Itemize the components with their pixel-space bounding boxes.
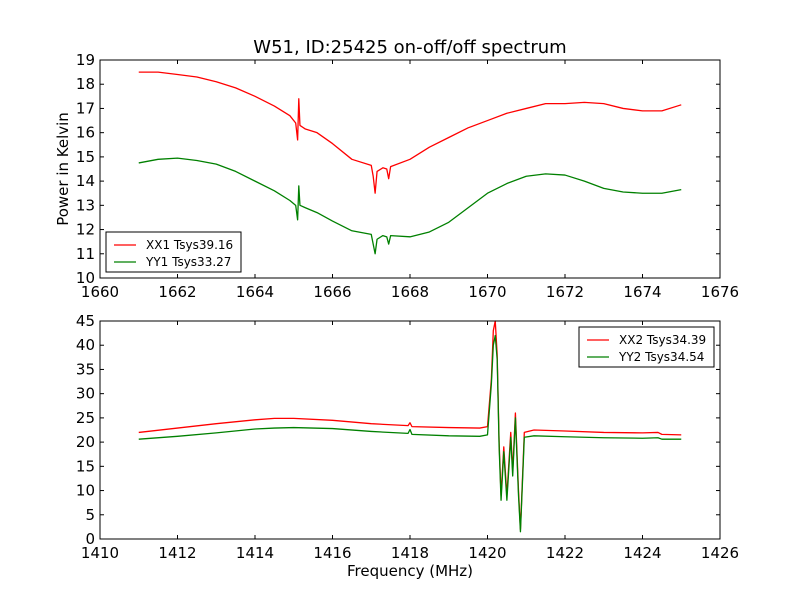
- bottom-plot-area: 1410 1412 1414 1416 1418 1420 1422 1424 1426 0 5 10…: [76, 312, 739, 562]
- x-tick-label: 1414: [236, 544, 274, 562]
- x-tick-label: 1422: [546, 544, 584, 562]
- legend-label: YY2 Tsys34.54: [618, 350, 704, 364]
- y-tick-label: 18: [76, 75, 95, 93]
- y-tick-label: 17: [76, 99, 95, 117]
- series-line-2: [138, 334, 682, 533]
- x-tick-label: 1416: [313, 544, 351, 562]
- top-legend: XX1 Tsys39.16 YY1 Tsys33.27: [105, 231, 242, 273]
- top-chart: W51, ID:25425 on-off/off spectrum Power …: [54, 37, 739, 301]
- bottom-legend: XX2 Tsys34.39 YY2 Tsys34.54: [578, 326, 715, 368]
- x-tick-label: 1426: [701, 544, 739, 562]
- x-tick-label: 1668: [391, 283, 429, 301]
- y-tick-label: 15: [76, 148, 95, 166]
- y-tick-label: 11: [76, 245, 95, 263]
- legend-label: XX1 Tsys39.16: [146, 238, 233, 252]
- y-tick-label: 19: [76, 51, 95, 69]
- x-tick-label: 1676: [701, 283, 739, 301]
- y-tick-label: 5: [85, 506, 95, 524]
- bottom-chart: Frequency (MHz) 1410 1412 1414 1416 1418 1420…: [76, 312, 739, 580]
- y-tick-label: 12: [76, 221, 95, 239]
- chart-title: W51, ID:25425 on-off/off spectrum: [253, 37, 566, 58]
- y-tick-label: 13: [76, 196, 95, 214]
- series-line-1: [138, 71, 682, 194]
- y-tick-label: 14: [76, 172, 95, 190]
- y-tick-label: 0: [85, 530, 95, 548]
- y-tick-label: 15: [76, 457, 95, 475]
- x-tick-label: 1420: [468, 544, 506, 562]
- y-axis-label: Power in Kelvin: [54, 112, 72, 226]
- y-tick-label: 35: [76, 360, 95, 378]
- x-tick-label: 1664: [236, 283, 274, 301]
- y-tick-label: 10: [76, 269, 95, 287]
- x-tick-label: 1424: [623, 544, 661, 562]
- x-tick-label: 1412: [158, 544, 196, 562]
- x-tick-label: 1670: [468, 283, 506, 301]
- top-plot-area: 1660 1662 1664 1666 1668 1670 1672 1674 1676 10 11…: [76, 51, 739, 301]
- x-axis-label: Frequency (MHz): [347, 562, 473, 580]
- legend-box: [578, 326, 715, 368]
- legend-box: [105, 231, 242, 273]
- y-tick-label: 25: [76, 409, 95, 427]
- x-tick-label: 1418: [391, 544, 429, 562]
- x-tick-label: 1662: [158, 283, 196, 301]
- x-tick-label: 1410: [81, 544, 119, 562]
- legend-label: XX2 Tsys34.39: [619, 333, 706, 347]
- y-tick-label: 20: [76, 433, 95, 451]
- y-tick-label: 45: [76, 312, 95, 330]
- series-line-2: [138, 157, 682, 255]
- y-tick-label: 30: [76, 385, 95, 403]
- y-tick-label: 40: [76, 336, 95, 354]
- x-tick-label: 1674: [623, 283, 661, 301]
- x-tick-label: 1660: [81, 283, 119, 301]
- x-tick-label: 1672: [546, 283, 584, 301]
- y-tick-label: 10: [76, 482, 95, 500]
- y-tick-label: 16: [76, 124, 95, 142]
- x-tick-label: 1666: [313, 283, 351, 301]
- legend-label: YY1 Tsys33.27: [145, 255, 231, 269]
